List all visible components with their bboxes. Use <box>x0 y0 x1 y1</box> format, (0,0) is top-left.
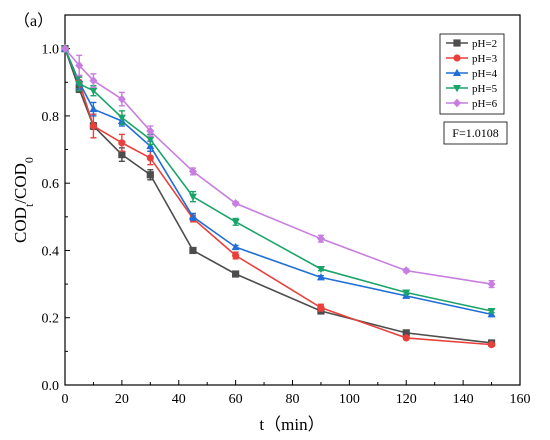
data-point <box>231 198 240 208</box>
panel-label: （a） <box>14 12 53 30</box>
x-tick-label: 140 <box>453 392 474 407</box>
y-axis-title-mid: /COD <box>11 163 30 204</box>
annotation-box <box>443 121 508 145</box>
x-tick-label: 0 <box>62 392 69 407</box>
data-point <box>316 265 325 274</box>
series-layer <box>61 44 496 349</box>
data-point <box>89 76 98 85</box>
data-point <box>232 270 240 278</box>
series-pH=6 <box>61 44 496 289</box>
legend-marker <box>453 54 461 62</box>
y-tick-label: 1.0 <box>42 43 60 58</box>
series-line <box>64 48 492 285</box>
data-point <box>402 289 411 297</box>
x-axis-title: t（min） <box>259 415 324 434</box>
data-point <box>89 104 98 113</box>
data-point <box>188 212 197 220</box>
data-point <box>232 251 240 260</box>
data-point <box>146 171 154 179</box>
series-pH=5 <box>61 45 496 316</box>
data-point <box>402 266 411 276</box>
legend-label: pH=5 <box>472 83 498 95</box>
y-axis-title: CODt/COD0 <box>11 157 36 243</box>
legend-entry: pH=2 <box>446 38 497 50</box>
legend-label: pH=6 <box>472 98 498 110</box>
legend-entry: pH=3 <box>446 53 498 65</box>
y-tick-label: 0.0 <box>42 379 60 394</box>
legend-entry: pH=5 <box>446 83 498 95</box>
y-axis-title-sub1: t <box>22 203 36 207</box>
series-line <box>64 48 492 346</box>
data-point <box>402 329 410 337</box>
x-tick-label: 40 <box>172 392 186 407</box>
data-point <box>117 114 126 122</box>
data-point <box>487 308 496 316</box>
data-point <box>118 139 126 147</box>
data-point <box>317 304 325 312</box>
y-axis-title-sub2: 0 <box>22 157 36 163</box>
annotation: F=1.0108 <box>443 121 508 145</box>
y-tick-label: 0.2 <box>42 312 60 327</box>
data-point <box>402 334 410 342</box>
legend-marker <box>453 85 461 93</box>
data-point <box>146 154 154 162</box>
axes: 0 20 40 60 80 100 120 140 160 0.0 0.2 0.4 0.6 0.8 1.0 <box>42 14 531 407</box>
data-point <box>188 193 197 201</box>
data-point <box>188 167 197 176</box>
data-point <box>231 218 240 227</box>
legend-label: pH=3 <box>472 53 498 65</box>
y-axis-title-base: COD <box>11 207 30 243</box>
legend-box <box>439 33 505 115</box>
x-tick-label: 120 <box>396 392 417 407</box>
series-pH=3 <box>61 45 496 349</box>
data-point <box>316 234 325 244</box>
y-tick-label: 0.4 <box>42 244 60 259</box>
data-point <box>316 273 325 281</box>
legend-entry: pH=4 <box>446 68 498 80</box>
data-point <box>75 61 84 70</box>
series-line <box>64 48 492 316</box>
data-point <box>75 80 84 89</box>
data-point <box>231 242 240 251</box>
data-point <box>118 150 126 159</box>
legend-marker <box>453 68 461 76</box>
data-point <box>89 122 98 130</box>
series-line <box>64 48 492 344</box>
series-pH=4 <box>61 44 496 318</box>
data-point <box>487 341 496 349</box>
x-tick-label: 80 <box>286 392 300 407</box>
x-tick-label: 20 <box>115 392 129 407</box>
data-point <box>89 87 98 95</box>
y-tick-label: 0.6 <box>42 177 60 192</box>
series-line <box>64 48 492 312</box>
legend-marker <box>453 39 461 47</box>
legend-label: pH=4 <box>472 68 498 80</box>
x-tick-label: 60 <box>229 392 243 407</box>
legend-entry: pH=6 <box>446 98 498 110</box>
data-point <box>117 94 126 104</box>
annotation-text: F=1.0108 <box>452 126 498 140</box>
y-tick-label: 0.8 <box>42 110 60 125</box>
data-point <box>146 126 155 136</box>
data-point <box>146 136 155 144</box>
data-point <box>487 279 496 289</box>
legend-label: pH=2 <box>472 38 497 50</box>
x-tick-label: 160 <box>510 392 531 407</box>
data-point <box>61 44 69 54</box>
data-point <box>189 246 197 255</box>
legend: pH=2 pH=3 pH=4 pH=5 pH=6 <box>439 33 505 115</box>
legend-marker <box>453 98 461 108</box>
x-tick-label: 100 <box>339 392 360 407</box>
data-point <box>146 141 155 150</box>
